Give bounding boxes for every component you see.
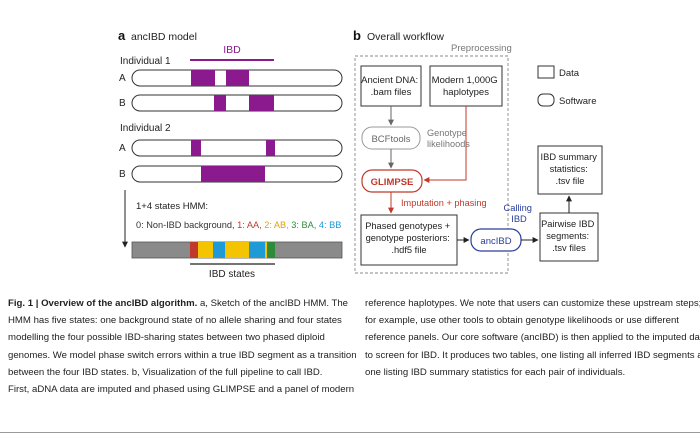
legend-data-swatch [537,65,555,79]
panel-a-figure: a ancIBD model IBD Individual 1 A B Indi… [118,28,343,280]
pairwise-segments-label: Pairwise IBD segments: .tsv files [541,219,597,253]
summary-line2: statistics: [550,164,588,174]
ind2-hap-a-ibd-block [266,140,275,156]
caption-first-line-rest: a, Sketch of the ancIBD HMM. The [197,298,349,309]
ind1-hap-b-label: B [119,98,126,109]
phased-line1: Phased genotypes + [365,221,450,231]
ancient-dna-label: Ancient DNA: .bam files [361,75,421,98]
summary-statistics-label: IBD summary statistics: .tsv file [541,152,600,186]
arrow-modern-to-glimpse [423,106,467,183]
hmm-state-3: 3: BA, [291,220,319,230]
individual1-label: Individual 1 [120,56,171,67]
ibd-states-label: IBD states [209,269,255,280]
ind1-hap-a-ibd-block [191,70,215,86]
caption-right-line: reference haplotypes. We note that users… [365,298,700,309]
calling-line1: Calling [503,203,531,213]
bcftools-label: BCFtools [371,134,410,145]
gl-line1: Genotype [427,128,467,138]
ibd-state-segment-green [267,242,275,258]
panel-b-figure: b Overall workflow Preprocessing Ancient… [353,28,603,274]
ancibd-label: ancIBD [480,236,511,247]
bottom-rule [0,432,700,433]
hmm-state-0: 0: Non-IBD background, [136,220,237,230]
panel-b-letter: b [353,28,361,43]
ibd-state-segment-yellow [265,242,267,258]
caption-right-line: to screen for IBD. It produces two table… [365,349,700,361]
summary-line1: IBD summary [541,152,598,162]
ind2-hap-a-ibd-block [191,140,201,156]
panel-a-letter: a [118,28,126,43]
ind1-hap-b-ibd-block [249,95,274,111]
preprocessing-label: Preprocessing [451,43,512,54]
ibd-label: IBD [223,44,241,56]
ancient-dna-line1: Ancient DNA: [361,75,418,86]
phased-genotypes-label: Phased genotypes + genotype posteriors: … [365,221,453,255]
caption-right-column: reference haplotypes. We note that users… [365,295,700,381]
calling-ibd-label: Calling IBD [503,203,534,224]
pairwise-segments-box [539,212,599,262]
ancient-dna-box [360,65,422,107]
modern-line2: haplotypes [443,87,489,98]
ind1-hap-b-ibd-block [214,95,226,111]
modern-haplotypes-box [429,65,503,107]
pairwise-line2: segments: [546,231,589,241]
hmm-state-2: 2: AB, [264,220,291,230]
ind2-hap-a-chromosome [131,139,343,157]
panel-a-title: ancIBD model [131,31,197,43]
ind1-hap-a-label: A [119,73,126,84]
caption-left-line: First, aDNA data are imputed and phased … [8,384,355,396]
caption-left-line: modelling the four possible IBD-sharing … [8,332,325,344]
ibd-state-segment-red [190,242,198,258]
summary-line3: .tsv file [556,176,585,186]
caption-right-line: reference panels. Our core software (anc… [365,332,700,344]
ancient-dna-line2: .bam files [371,87,412,98]
gl-line2: likelihoods [427,139,470,149]
caption-title: Fig. 1 | Overview of the ancIBD algorith… [8,298,198,309]
panel-b-title: Overall workflow [367,31,444,43]
ind2-hap-a-label: A [119,143,126,154]
ind2-hap-b-label: B [119,169,126,180]
hmm-state-1: 1: AA, [237,220,264,230]
imputation-label: Imputation + phasing [401,198,487,208]
modern-line1: Modern 1,000G [432,75,498,86]
pairwise-line1: Pairwise IBD [541,219,594,229]
ibd-state-segment-blue [213,242,225,258]
hmm-states: 0: Non-IBD background, 1: AA, 2: AB, 3: … [136,220,341,230]
modern-haplotypes-label: Modern 1,000G haplotypes [432,75,501,98]
preprocessing-frame [354,55,509,274]
glimpse-label: GLIMPSE [371,177,414,188]
caption-left-column: Fig. 1 | Overview of the ancIBD algorith… [8,295,357,398]
ibd-state-segment-yellow [225,242,249,258]
individual2-label: Individual 2 [120,123,171,134]
summary-statistics-box [537,145,603,195]
caption-right-line: one listing IBD summary statistics for e… [365,366,626,378]
glimpse-box [361,169,423,193]
ibd-state-segment-yellow [198,242,213,258]
phased-genotypes-box [360,214,458,266]
legend-data-label: Data [559,68,580,79]
calling-line2: IBD [511,214,527,224]
ind2-hap-b-ibd-block [201,166,265,182]
genotype-likelihoods-label: Genotype likelihoods [427,128,470,149]
caption-left-line: between the four IBD states. b, Visualiz… [8,366,323,378]
ind1-hap-b-chromosome [131,94,343,112]
legend-software-swatch [537,93,555,107]
hmm-title: 1+4 states HMM: [136,201,208,212]
ind1-hap-a-ibd-block [226,70,249,86]
caption-right-line: for example, use other tools to obtain g… [365,315,679,327]
ibd-state-segment-blue [249,242,265,258]
phased-line2: genotype posteriors: [366,233,450,243]
caption-first-line: Fig. 1 | Overview of the ancIBD algorith… [8,295,348,312]
caption-left-line: HMM has five states: one background stat… [8,315,342,327]
pairwise-line3: .tsv files [552,243,586,253]
hmm-state-4: 4: BB [319,220,341,230]
caption-left-line: genomes. We model phase switch errors wi… [8,349,357,361]
legend-software-label: Software [559,96,597,107]
phased-line3: .hdf5 file [391,245,426,255]
